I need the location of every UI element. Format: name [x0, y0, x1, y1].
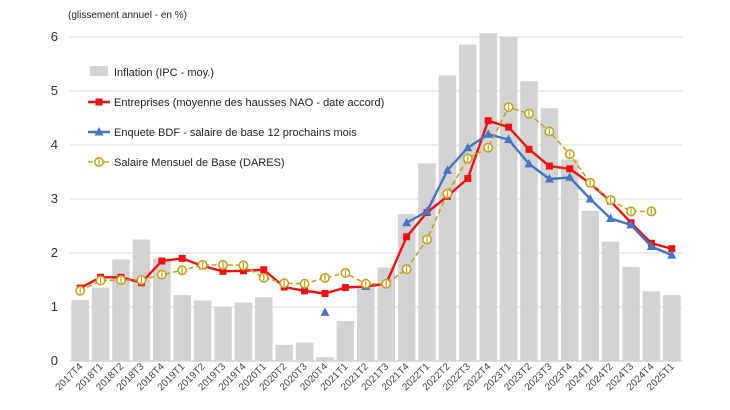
x-axis: 2017T42018T12018T22018T32018T42019T12019… [54, 361, 678, 393]
bar [581, 210, 599, 361]
bar [255, 297, 273, 361]
bar [112, 259, 130, 361]
point [321, 290, 329, 297]
bar [561, 159, 579, 361]
point [483, 129, 493, 138]
point [239, 267, 247, 275]
bar [132, 239, 151, 361]
bar [336, 321, 355, 361]
point [505, 123, 513, 131]
legend-label: Salaire Mensuel de Base (DARES) [114, 157, 285, 169]
bar [418, 163, 436, 361]
point [544, 174, 554, 183]
bar [214, 307, 232, 361]
point [606, 213, 616, 222]
legend-label: Inflation (IPC - moy.) [114, 67, 214, 79]
bar [642, 291, 661, 361]
point [524, 158, 534, 168]
point [464, 174, 472, 182]
point [626, 219, 636, 229]
point [442, 165, 452, 174]
bar [357, 285, 375, 361]
point [525, 145, 533, 153]
bar [91, 287, 110, 361]
point [341, 284, 349, 292]
point [403, 233, 411, 241]
point [668, 245, 676, 253]
point [158, 257, 166, 265]
bar [520, 81, 538, 361]
point [646, 241, 656, 251]
bar [499, 37, 518, 361]
bar [479, 33, 497, 361]
series-lines [75, 102, 677, 316]
bar [295, 342, 314, 361]
point [320, 307, 330, 316]
legend: Inflation (IPC - moy.) Entreprises (moyen… [88, 66, 384, 169]
y-tick-label: 3 [51, 191, 58, 206]
point [565, 172, 575, 181]
y-axis: 0 1 2 3 4 5 6 [51, 29, 58, 368]
y-tick-label: 6 [51, 29, 58, 44]
point [484, 117, 492, 125]
point [463, 142, 473, 152]
bar [601, 241, 620, 361]
bar [622, 267, 640, 361]
point [178, 254, 186, 262]
legend-swatch [90, 66, 108, 76]
bar [663, 295, 681, 361]
series-line [406, 132, 673, 257]
bar [153, 258, 171, 361]
y-tick-label: 0 [51, 353, 58, 368]
bar [397, 214, 416, 361]
unit-label: (glissement annuel - en %) [68, 10, 187, 21]
bar [438, 75, 457, 361]
y-tick-label: 5 [51, 83, 58, 98]
bar [459, 44, 477, 362]
point [566, 165, 574, 173]
bar [377, 267, 395, 361]
bar [316, 357, 334, 361]
point [422, 206, 432, 215]
point [301, 287, 309, 295]
point [585, 194, 595, 203]
legend-label: Entreprises (moyenne des hausses NAO - d… [114, 97, 384, 109]
point [94, 127, 104, 136]
bar [71, 299, 89, 361]
point [402, 217, 412, 227]
point [260, 266, 268, 274]
gridlines [70, 36, 682, 362]
bar [540, 108, 559, 361]
point [95, 98, 103, 106]
point [545, 162, 553, 170]
point [219, 267, 227, 275]
bar [234, 302, 253, 361]
inflation-bars [71, 33, 681, 362]
bar [193, 300, 212, 361]
point [504, 134, 514, 144]
y-tick-label: 1 [51, 299, 58, 314]
y-tick-label: 4 [51, 137, 58, 152]
bar [275, 344, 293, 361]
y-tick-label: 2 [51, 245, 58, 260]
legend-label: Enquete BDF - salaire de base 12 prochai… [114, 127, 357, 139]
point [667, 250, 677, 259]
bar [173, 295, 191, 361]
